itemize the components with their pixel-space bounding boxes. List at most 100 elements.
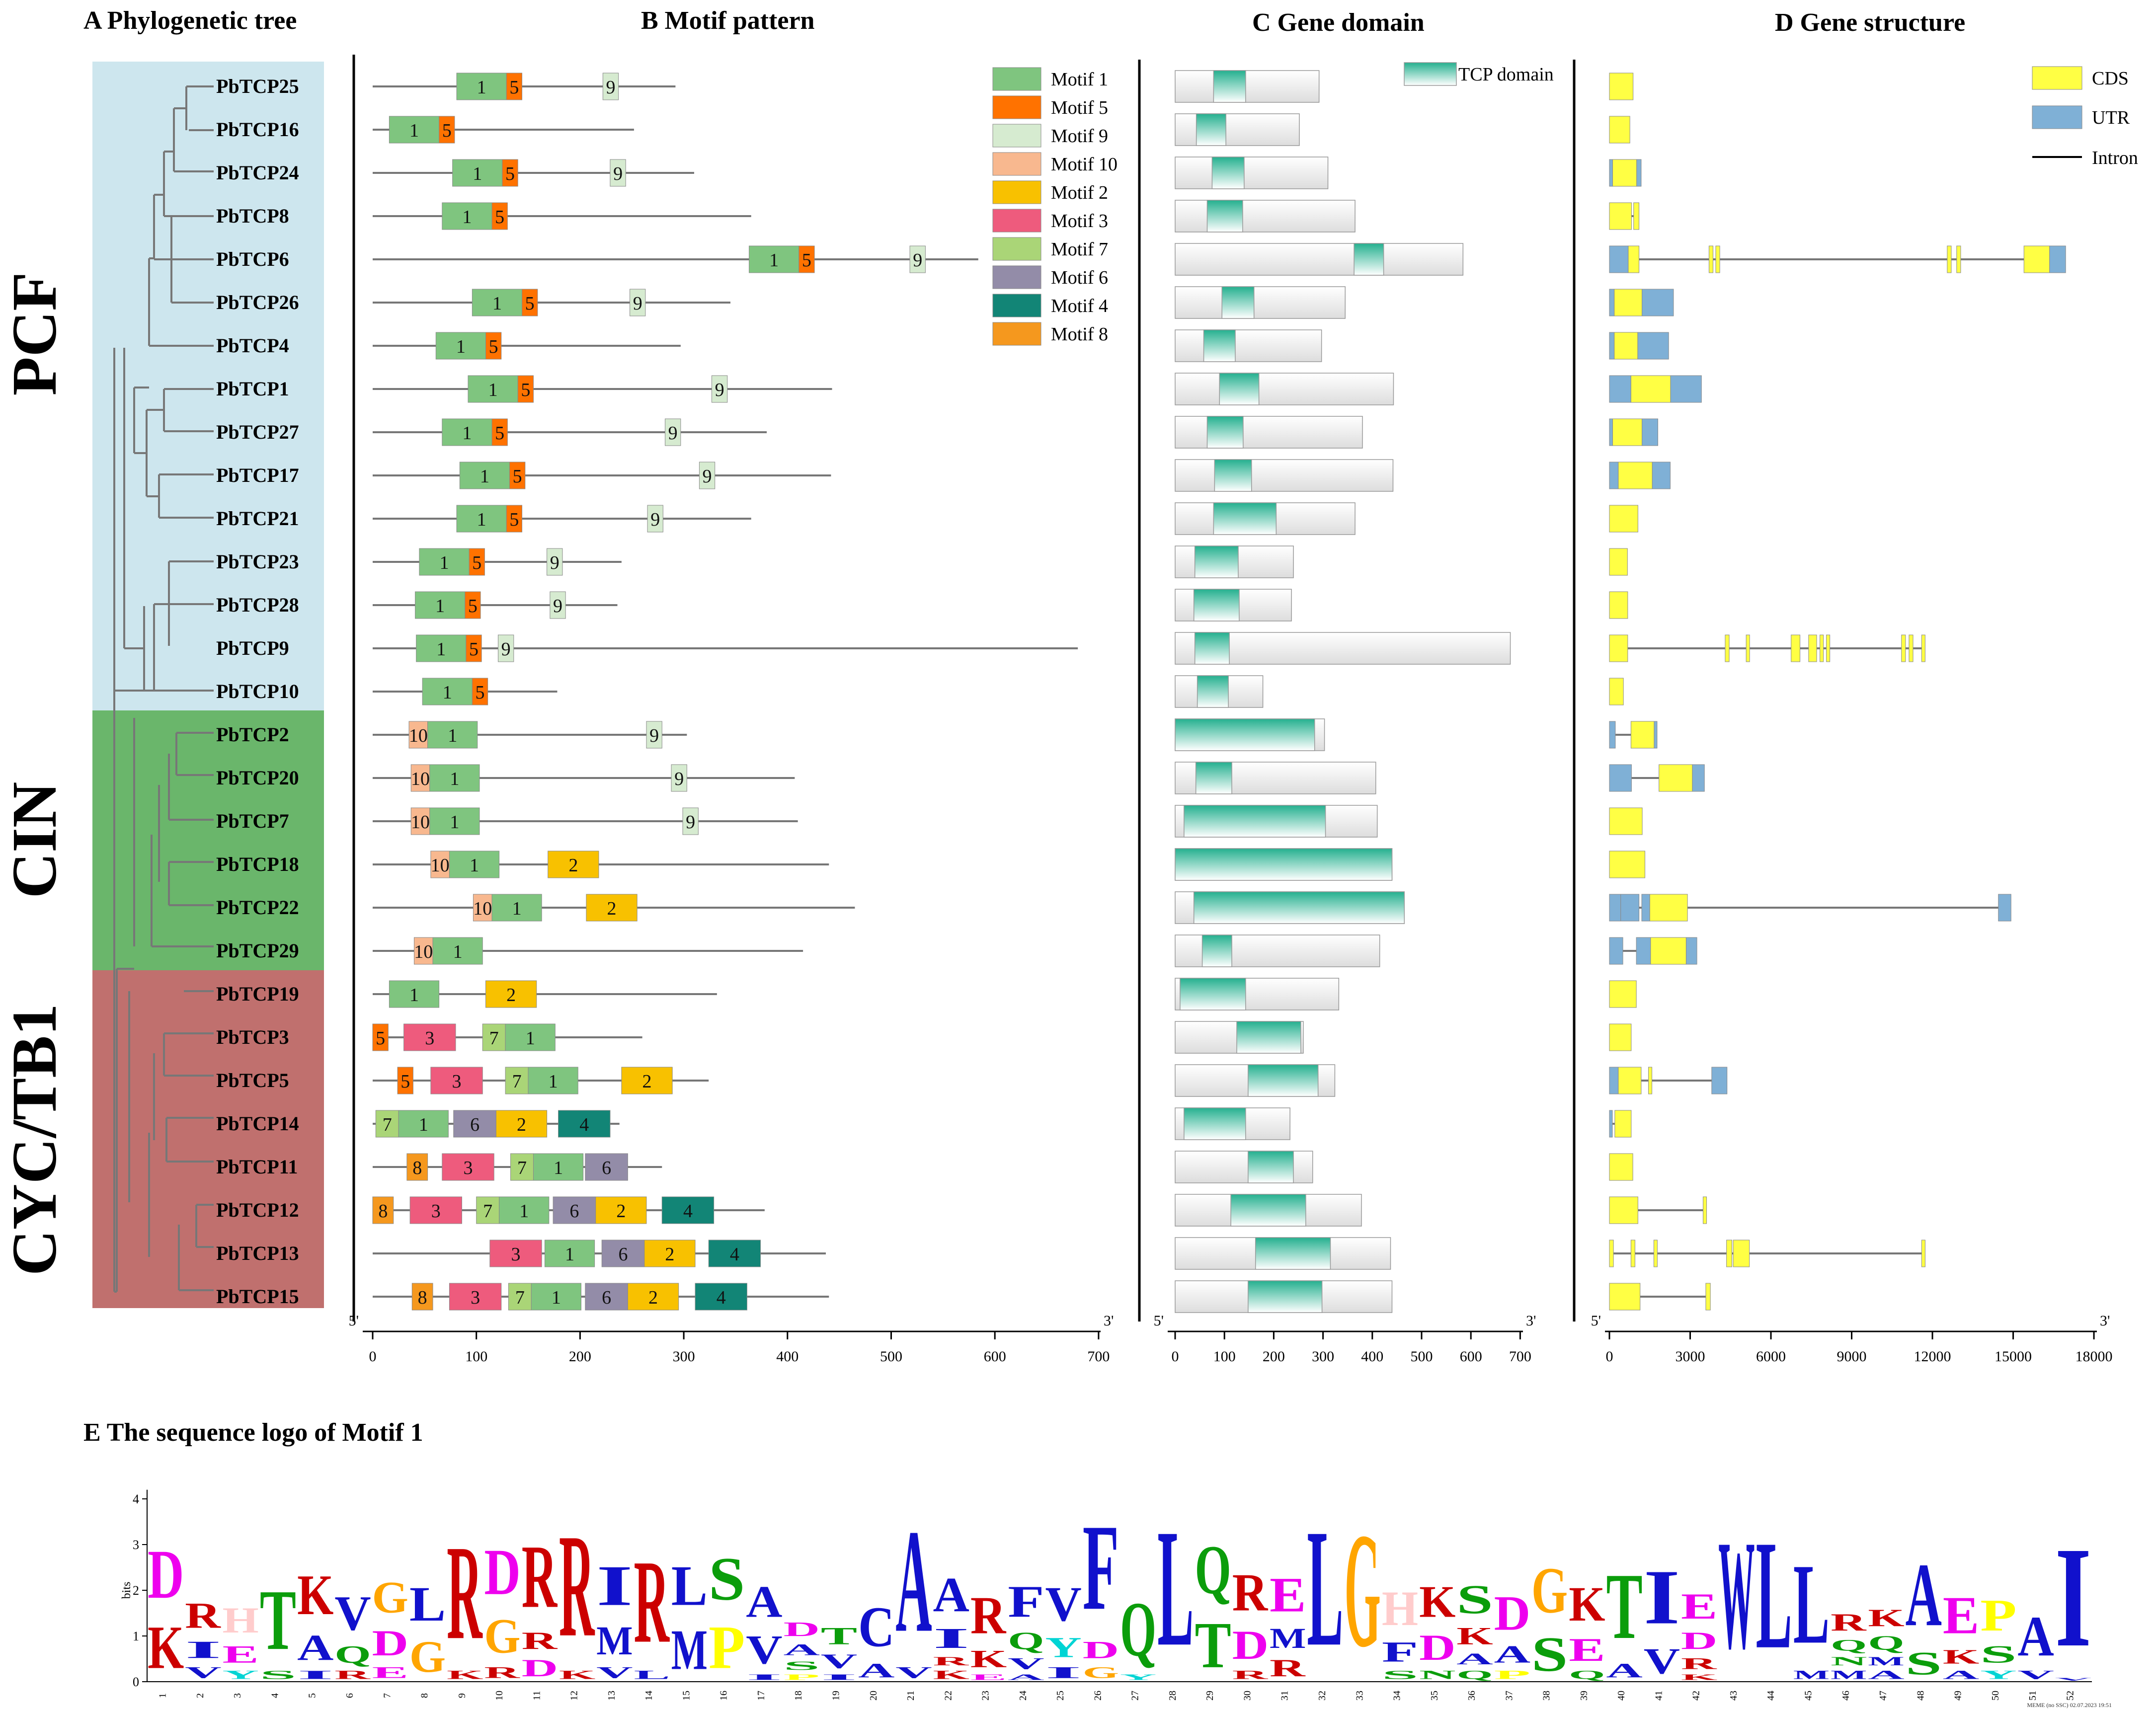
logo-letter-N: N bbox=[1419, 1668, 1455, 1682]
utr-block bbox=[1609, 764, 1632, 792]
logo-letter-L: L bbox=[634, 1668, 670, 1682]
cds-block bbox=[1614, 1110, 1632, 1138]
legend-swatch-m6 bbox=[992, 265, 1041, 289]
motif-9-box bbox=[671, 764, 687, 792]
motif-7-box bbox=[476, 1196, 500, 1224]
motif-1-box bbox=[432, 937, 483, 965]
cds-block bbox=[1614, 332, 1638, 360]
motif-number: 8 bbox=[412, 1158, 422, 1178]
motif-6-box bbox=[553, 1196, 596, 1224]
logo-position-label: 15 bbox=[681, 1691, 692, 1701]
logo-letter-M: M bbox=[671, 1618, 708, 1682]
gene-label: PbTCP23 bbox=[216, 550, 299, 573]
motif-number: 2 bbox=[517, 1114, 526, 1135]
legend-label-utr: UTR bbox=[2092, 107, 2130, 128]
motif-1-box bbox=[533, 1153, 584, 1181]
utr-block bbox=[1637, 332, 1669, 360]
logo-position-label: 21 bbox=[905, 1691, 916, 1701]
gene-label: PbTCP29 bbox=[216, 939, 299, 962]
logo-letter-L: L bbox=[671, 1554, 708, 1618]
legend-label-intron: Intron bbox=[2092, 148, 2138, 168]
motif-number: 5 bbox=[476, 682, 485, 703]
logo-position-label: 14 bbox=[643, 1691, 654, 1701]
motif-5-box bbox=[502, 159, 518, 187]
motif-9-box bbox=[909, 245, 926, 273]
motif-3-box bbox=[449, 1283, 502, 1311]
motif-9-box bbox=[699, 462, 716, 489]
utr-block bbox=[1636, 937, 1651, 965]
motif-4-box bbox=[695, 1283, 747, 1311]
logo-position-label: 35 bbox=[1429, 1691, 1440, 1701]
logo-letter-D: D bbox=[148, 1536, 184, 1613]
logo-position-label: 2 bbox=[195, 1693, 206, 1698]
motif-tick-label: 100 bbox=[465, 1348, 487, 1365]
logo-letter-K: K bbox=[1456, 1623, 1493, 1650]
logo-letter-G: G bbox=[1083, 1664, 1119, 1682]
motif-5-box bbox=[799, 245, 815, 273]
gene-label: PbTCP14 bbox=[216, 1112, 299, 1135]
meme-footer: MEME (no SSC) 02.07.2023 19:51 bbox=[2027, 1702, 2112, 1709]
legend-swatch-tcp-domain bbox=[1404, 62, 1457, 86]
cds-block bbox=[1703, 1196, 1707, 1224]
tcp-domain bbox=[1213, 70, 1246, 103]
tcp-domain bbox=[1201, 934, 1232, 967]
logo-letter-V: V bbox=[1644, 1641, 1680, 1682]
cds-block bbox=[1649, 894, 1688, 922]
logo-letter-I: I bbox=[746, 1673, 782, 1682]
motif-number: 2 bbox=[648, 1287, 658, 1308]
motif-4-box bbox=[708, 1240, 761, 1267]
motif-number: 5 bbox=[489, 336, 498, 357]
logo-letter-Y: Y bbox=[1120, 1673, 1156, 1682]
logo-position-label: 33 bbox=[1354, 1691, 1365, 1701]
motif-number: 9 bbox=[686, 812, 695, 833]
logo-letter-V: V bbox=[821, 1650, 857, 1673]
motif-number: 1 bbox=[473, 163, 482, 184]
motif-10-box bbox=[408, 721, 428, 749]
motif-2-box bbox=[495, 1110, 548, 1138]
logo-letter-R: R bbox=[970, 1586, 1007, 1645]
cds-block bbox=[1633, 202, 1640, 230]
logo-letter-A: A bbox=[746, 1576, 782, 1627]
motif-number: 8 bbox=[418, 1287, 427, 1308]
logo-position-label: 34 bbox=[1392, 1691, 1403, 1701]
gene-label: PbTCP10 bbox=[216, 680, 299, 702]
cds-block bbox=[1612, 418, 1643, 446]
cds-block bbox=[1630, 1240, 1635, 1267]
logo-letter-S: S bbox=[1531, 1627, 1568, 1682]
motif-number: 5 bbox=[495, 423, 504, 444]
motif-number: 1 bbox=[462, 423, 472, 444]
legend-label: Motif 9 bbox=[1051, 126, 1108, 147]
logo-letter-L: L bbox=[1756, 1509, 1792, 1682]
cds-block bbox=[1708, 245, 1714, 273]
motif-number: 3 bbox=[431, 1201, 441, 1222]
logo-position-label: 18 bbox=[793, 1691, 804, 1701]
logo-letter-A: A bbox=[1906, 1545, 1942, 1644]
motif-8-box bbox=[411, 1283, 433, 1311]
motif-1-box bbox=[499, 1196, 550, 1224]
gene-label: PbTCP9 bbox=[216, 637, 289, 659]
domain-tick-label: 600 bbox=[1460, 1348, 1482, 1365]
logo-letter-V: V bbox=[2055, 1677, 2091, 1682]
logo-letter-R: R bbox=[1681, 1654, 1717, 1673]
motif-number: 3 bbox=[511, 1244, 521, 1265]
cds-block bbox=[1648, 1067, 1653, 1094]
motif-8-box bbox=[372, 1196, 394, 1224]
logo-letter-V: V bbox=[185, 1664, 221, 1682]
legend-swatch-cds bbox=[2032, 66, 2082, 90]
motif-9-box bbox=[602, 73, 619, 100]
motif-number: 1 bbox=[453, 941, 463, 962]
logo-letter-S: S bbox=[1906, 1645, 1942, 1682]
cds-block bbox=[1820, 634, 1824, 662]
gene-label: PbTCP20 bbox=[216, 767, 299, 789]
structure-tick-label: 3000 bbox=[1676, 1348, 1705, 1365]
logo-position-label: 19 bbox=[830, 1691, 841, 1701]
protein-bar bbox=[1175, 416, 1363, 449]
protein-bar bbox=[1175, 329, 1322, 362]
logo-letter-P: P bbox=[709, 1614, 745, 1682]
logo-position-label: 10 bbox=[494, 1691, 505, 1701]
cds-block bbox=[1650, 937, 1686, 965]
logo-letter-Q: Q bbox=[1569, 1668, 1605, 1682]
motif-number: 2 bbox=[642, 1071, 652, 1092]
motif-1-box bbox=[452, 159, 503, 187]
